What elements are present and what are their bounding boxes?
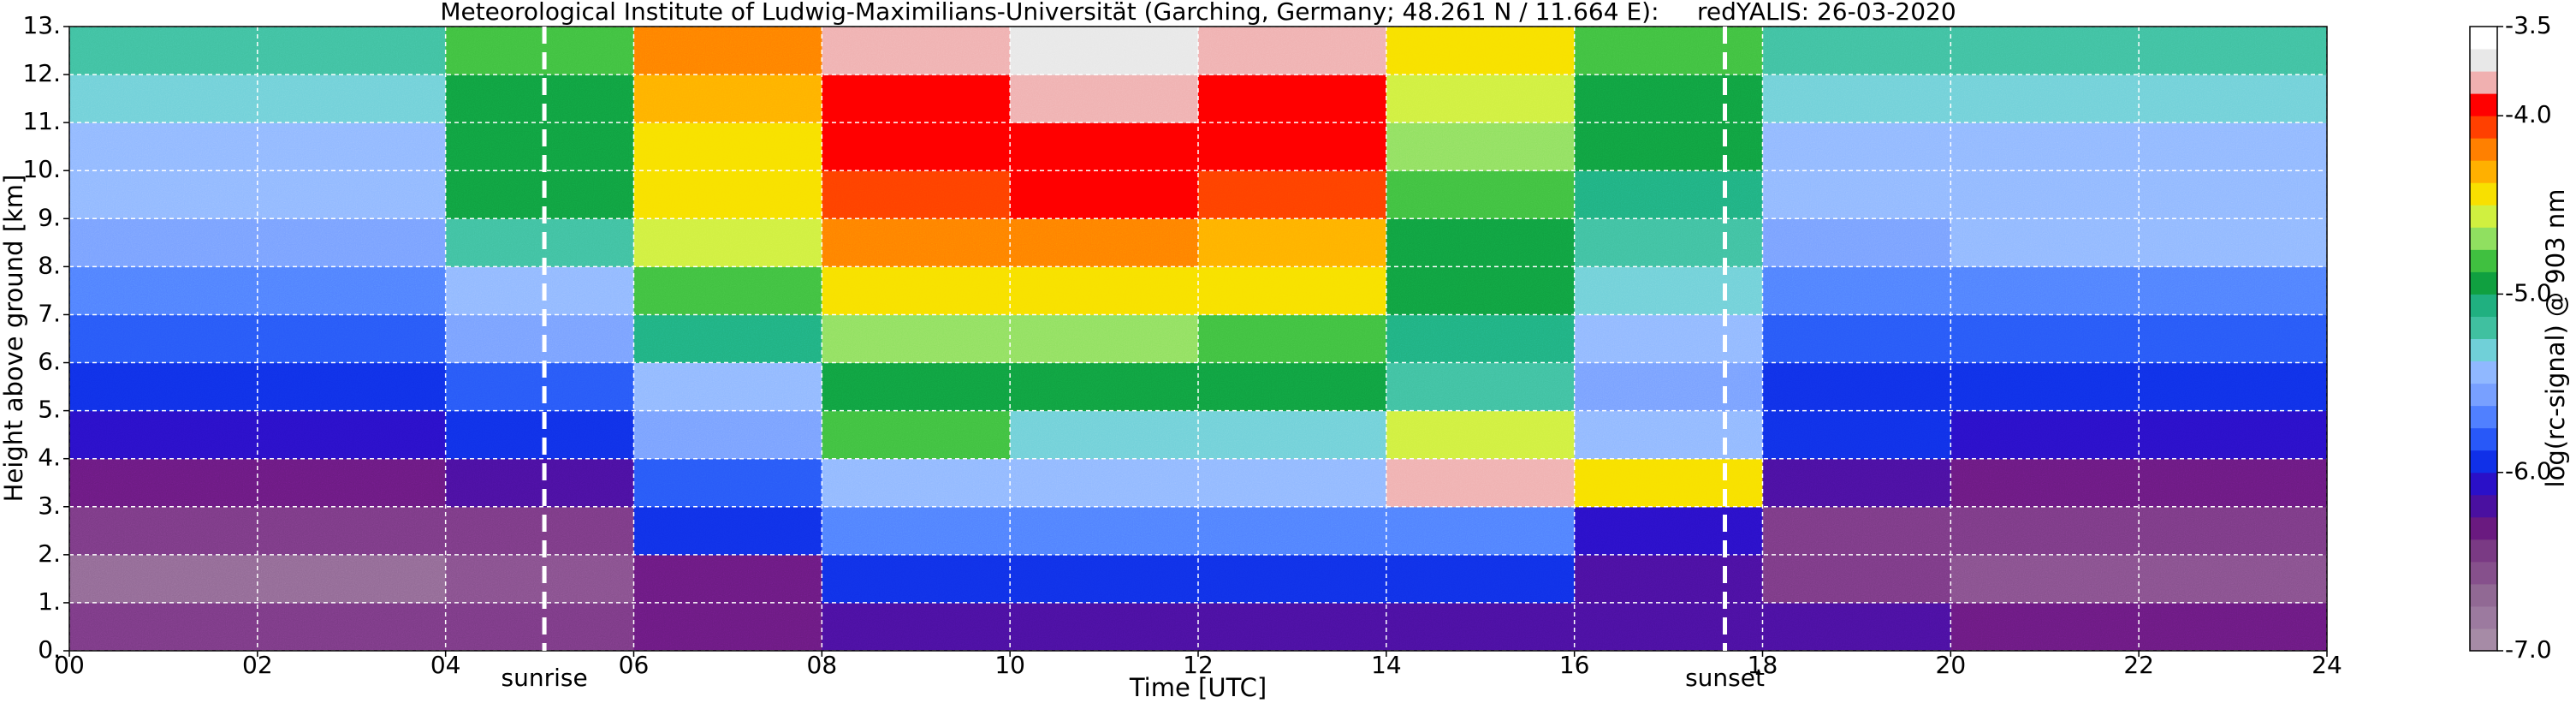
colorbar-tick-label: -5.0 [2505,278,2552,307]
colorbar-band [2470,450,2497,474]
x-tick-label: 22 [2123,651,2154,679]
y-tick-label: 11. [22,107,61,135]
colorbar-band [2470,360,2497,384]
colorbar-band [2470,182,2497,206]
x-axis-label: Time [UTC] [1129,673,1267,702]
x-tick-label: 18 [1748,651,1778,679]
colorbar-band [2470,294,2497,317]
y-tick-label: 9. [38,203,61,231]
y-tick-label: 8. [38,251,61,279]
colorbar-band [2470,383,2497,407]
x-tick-label: 16 [1559,651,1590,679]
x-tick-label: 02 [242,651,273,679]
y-tick-label: 3. [38,492,61,520]
colorbar-band [2470,271,2497,295]
y-tick-label: 0. [38,635,61,664]
colorbar-frame [2469,26,2498,652]
colorbar-band [2470,116,2497,139]
colorbar-tick-label: -7.0 [2505,635,2552,664]
y-tick-label: 2. [38,539,61,568]
colorbar-tick-label: -3.5 [2505,11,2552,39]
y-tick-label: 1. [38,587,61,616]
colorbar-band [2470,338,2497,362]
colorbar-band [2470,628,2497,652]
colorbar-band [2470,160,2497,183]
x-tick-label: 04 [430,651,461,679]
sun-marker-label: sunrise [501,664,587,692]
colorbar-band [2470,605,2497,629]
x-tick-label: 10 [994,651,1025,679]
x-tick-label: 24 [2312,651,2342,679]
x-tick-label: 20 [1936,651,1967,679]
y-tick-label: 12. [22,59,61,87]
colorbar-band [2470,249,2497,272]
colorbar-band [2470,93,2497,116]
colorbar-tick-label: -4.0 [2505,100,2552,128]
y-tick-label: 6. [38,348,61,376]
y-tick-label: 7. [38,299,61,327]
chart-title: Meteorological Institute of Ludwig-Maxim… [440,0,1956,26]
colorbar-band [2470,561,2497,585]
y-tick-label: 13. [22,11,61,39]
x-tick-label: 14 [1371,651,1402,679]
colorbar-band [2470,138,2497,161]
colorbar-band [2470,27,2497,50]
colorbar-tick-label: -6.0 [2505,457,2552,486]
x-tick-label: 12 [1183,651,1214,679]
colorbar-band [2470,494,2497,518]
colorbar-band [2470,205,2497,228]
colorbar-band [2470,71,2497,94]
sun-marker-label: sunset [1685,664,1765,692]
x-tick-label: 00 [54,651,85,679]
y-tick-label: 10. [22,155,61,183]
y-axis-label: Height above ground [km] [0,175,28,503]
colorbar-band [2470,316,2497,339]
colorbar-band [2470,427,2497,451]
colorbar-band [2470,472,2497,496]
colorbar-band [2470,227,2497,250]
y-tick-label: 4. [38,444,61,472]
y-tick-label: 5. [38,396,61,424]
colorbar-band [2470,405,2497,429]
x-tick-label: 08 [807,651,838,679]
x-tick-label: 06 [619,651,650,679]
colorbar-label: log(rc-signal) @ 903 nm [2541,189,2570,488]
colorbar-band [2470,49,2497,72]
colorbar-band [2470,583,2497,607]
colorbar-band [2470,539,2497,563]
plot-frame [68,26,2328,652]
colorbar-band [2470,516,2497,540]
